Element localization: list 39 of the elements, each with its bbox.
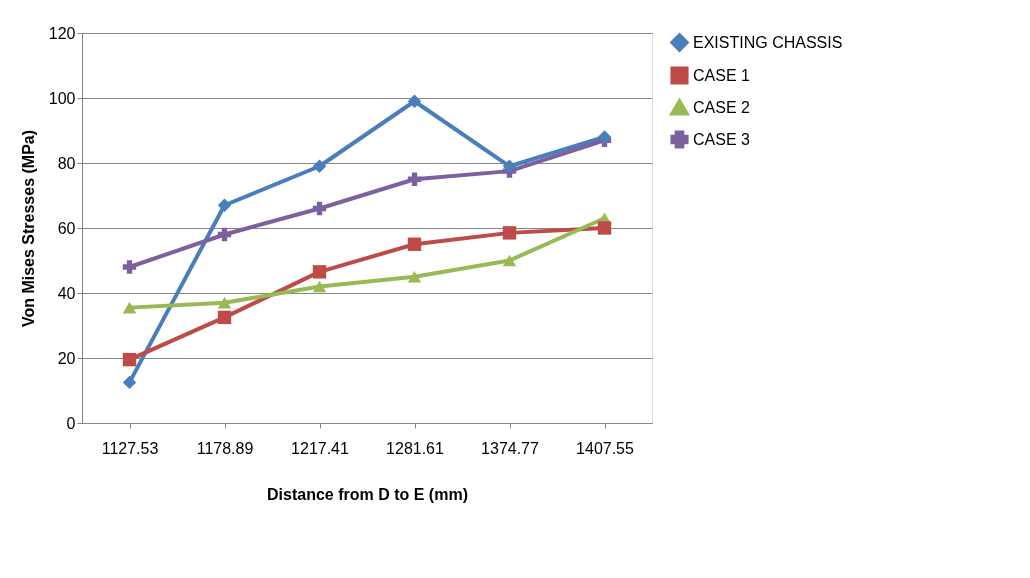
x-tick-label: 1127.53 <box>101 439 159 457</box>
legend-label: EXISTING CHASSIS <box>693 33 843 51</box>
point <box>217 227 232 242</box>
y-tick-label: 60 <box>57 219 76 237</box>
point <box>312 265 327 279</box>
point <box>312 201 327 216</box>
point <box>122 301 137 314</box>
legend-label: CASE 1 <box>693 66 751 84</box>
point <box>122 352 137 367</box>
point <box>312 280 327 293</box>
point <box>122 375 137 390</box>
legend-label: CASE 2 <box>693 98 751 116</box>
x-axis-title: Distance from D to E (mm) <box>267 485 468 503</box>
point <box>597 221 612 235</box>
y-tick-label: 120 <box>48 24 76 42</box>
y-tick-label: 40 <box>57 284 76 302</box>
x-tick-label: 1407.55 <box>576 439 635 457</box>
x-tick-label: 1374.77 <box>481 439 540 457</box>
y-tick-label: 100 <box>48 89 76 107</box>
x-tick-label: 1281.61 <box>386 439 445 457</box>
y-tick-label: 80 <box>57 154 76 172</box>
point <box>217 296 232 309</box>
point <box>502 226 517 240</box>
point <box>217 310 232 325</box>
legend-label: CASE 3 <box>693 130 751 148</box>
point <box>312 159 327 173</box>
point <box>502 254 517 267</box>
point <box>122 260 137 274</box>
point <box>407 237 422 251</box>
point <box>407 94 422 108</box>
point <box>502 159 517 173</box>
point <box>217 198 232 212</box>
point <box>407 270 422 283</box>
x-tick-label: 1217.41 <box>291 439 350 457</box>
y-tick-label: 20 <box>57 349 76 367</box>
y-axis-title: Von Mises Stresses (MPa) <box>19 129 37 328</box>
x-tick-label: 1178.89 <box>196 439 254 457</box>
point <box>407 172 422 186</box>
y-tick-label: 0 <box>66 414 76 432</box>
